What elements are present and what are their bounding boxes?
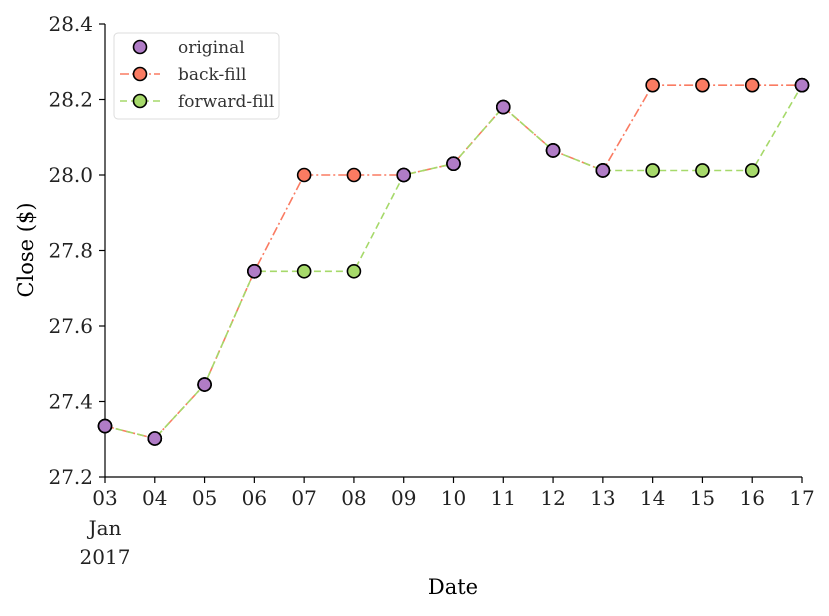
- x-axis-label: Date: [428, 575, 478, 599]
- y-tick-label: 27.8: [48, 239, 93, 263]
- x-tick-label: 15: [690, 486, 715, 510]
- data-point-original: [147, 431, 163, 446]
- y-tick-label: 28.4: [48, 12, 93, 36]
- x-tick-label: 08: [341, 486, 366, 510]
- x-tick-sublabel: 2017: [80, 545, 131, 569]
- data-point-forward-fill: [296, 263, 312, 279]
- data-point-forward-fill: [744, 163, 760, 178]
- data-point-back-fill: [296, 167, 312, 183]
- x-tick-label: 17: [789, 486, 814, 510]
- data-point-original: [495, 99, 511, 115]
- x-tick-label: 16: [739, 486, 764, 510]
- data-point-original: [446, 156, 461, 171]
- x-tick-label: 12: [540, 486, 565, 510]
- data-point-original: [247, 263, 262, 279]
- legend-marker-forward-fill: [132, 93, 148, 109]
- data-point-forward-fill: [346, 263, 362, 279]
- legend-label-back-fill: back-fill: [178, 65, 247, 85]
- x-tick-label: 05: [192, 486, 217, 510]
- x-tick-label: 14: [640, 486, 665, 510]
- x-tick-label: 11: [491, 486, 516, 510]
- data-point-forward-fill: [645, 163, 660, 178]
- data-point-original: [794, 77, 810, 93]
- data-point-original: [396, 167, 412, 183]
- data-point-original: [97, 418, 113, 434]
- legend-marker-original: [132, 39, 148, 55]
- x-axis-ticks: 03 04 05 06 07 08 09 10 11 12 13 14 15 16 17 Jan 2017: [80, 477, 815, 569]
- legend: original back-fill forward-fill: [113, 32, 280, 120]
- y-tick-label: 27.2: [48, 465, 93, 489]
- data-point-original: [197, 377, 212, 392]
- x-tick-label: 13: [590, 486, 615, 510]
- y-axis-label: Close ($): [14, 202, 38, 297]
- x-tick-label: 07: [291, 486, 316, 510]
- data-point-forward-fill: [695, 163, 710, 178]
- legend-label-forward-fill: forward-fill: [178, 92, 274, 112]
- y-tick-label: 28.0: [48, 163, 93, 187]
- y-tick-label: 27.4: [48, 390, 93, 414]
- y-tick-label: 27.6: [48, 314, 93, 338]
- y-axis-ticks: 27.2 27.4 27.6 27.8 28.0 28.2 28.4: [48, 12, 105, 489]
- legend-box: [113, 32, 280, 120]
- x-tick-label: 06: [242, 486, 267, 510]
- data-point-back-fill: [744, 77, 760, 93]
- legend-label-original: original: [178, 38, 245, 58]
- y-tick-label: 28.2: [48, 88, 93, 112]
- data-point-back-fill: [346, 167, 362, 183]
- x-tick-label: 04: [142, 486, 167, 510]
- x-tick-label: 10: [441, 486, 466, 510]
- x-tick-label: 03: [92, 486, 117, 510]
- data-point-original: [595, 163, 611, 178]
- x-tick-label: 09: [391, 486, 416, 510]
- series-group: [97, 77, 810, 446]
- data-point-original: [545, 143, 561, 158]
- x-tick-sublabel: Jan: [87, 516, 122, 540]
- legend-marker-back-fill: [132, 66, 148, 82]
- data-point-back-fill: [645, 77, 660, 93]
- data-point-back-fill: [695, 77, 710, 93]
